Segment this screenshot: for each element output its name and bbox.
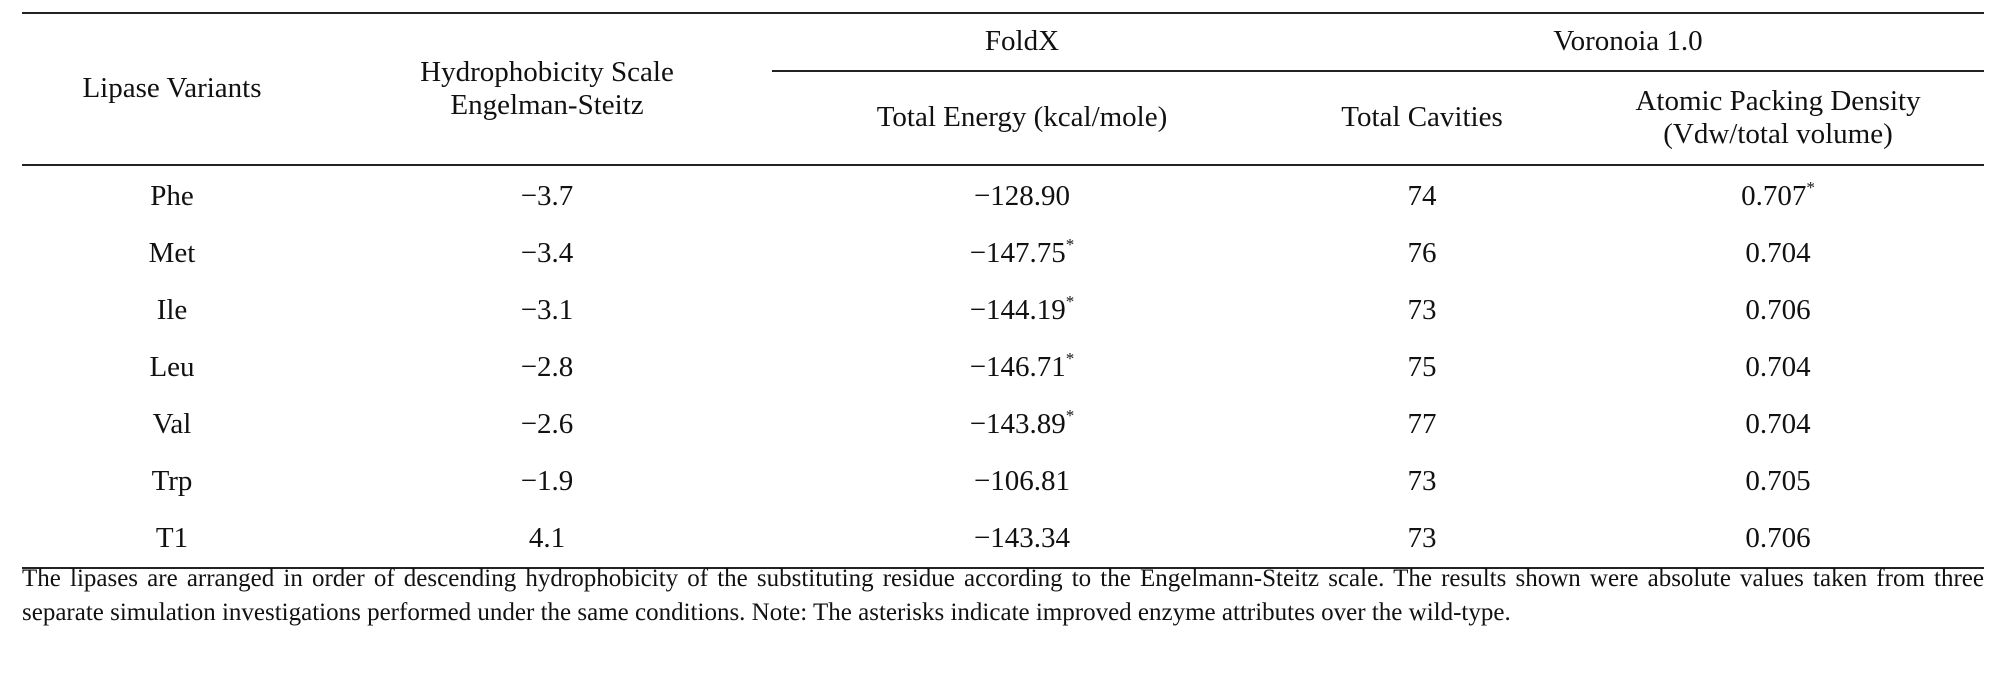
density-value: 0.706 — [1745, 293, 1811, 326]
table-row: T1 4.1 −143.34 73 0.706 — [22, 510, 1985, 569]
energy-value: −146.71 — [969, 350, 1066, 383]
cell-packing-density: 0.707* — [1572, 165, 1984, 225]
table-row: Met −3.4 −147.75* 76 0.704 — [22, 225, 1984, 282]
cell-packing-density: 0.706 — [1572, 510, 1985, 569]
energy-value: −143.89 — [969, 407, 1066, 440]
density-value: 0.704 — [1745, 236, 1811, 269]
cell-total-energy: −147.75* — [772, 225, 1272, 282]
cell-variant: Val — [152, 407, 192, 440]
table-row: Phe −3.7 −128.90 74 0.707* — [22, 165, 1984, 225]
table-row: Leu −2.8 −146.71* 75 0.704 — [22, 339, 1984, 396]
cell-hydrophobicity: −1.9 — [520, 464, 574, 497]
cell-total-cavities: 73 — [1407, 464, 1437, 497]
cell-total-energy: −106.81 — [772, 453, 1272, 510]
header-foldx: FoldX — [772, 12, 1272, 72]
cell-hydrophobicity: −3.7 — [520, 179, 574, 212]
cell-total-cavities: 73 — [1272, 510, 1572, 569]
cell-hydrophobicity: −3.1 — [520, 293, 574, 326]
header-lipase-variants: Lipase Variants — [22, 12, 322, 166]
header-total-energy: Total Energy (kcal/mole) — [772, 71, 1272, 166]
cell-packing-density: 0.706 — [1572, 282, 1984, 339]
table-header: Lipase Variants Hydrophobicity Scale Eng… — [22, 12, 1985, 166]
cell-variant: Ile — [156, 293, 188, 326]
cell-total-cavities: 77 — [1407, 407, 1437, 440]
density-value: 0.706 — [1745, 521, 1811, 554]
results-table-container: Lipase Variants Hydrophobicity Scale Eng… — [22, 12, 1985, 569]
cell-packing-density: 0.704 — [1572, 339, 1984, 396]
energy-asterisk: * — [1065, 405, 1075, 425]
cell-hydrophobicity: 4.1 — [322, 510, 772, 569]
table-row: Trp −1.9 −106.81 73 0.705 — [22, 453, 1984, 510]
cell-total-cavities: 76 — [1407, 236, 1437, 269]
cell-total-energy: −128.90 — [772, 165, 1272, 225]
energy-asterisk: * — [1065, 234, 1075, 254]
energy-value: −144.19 — [969, 293, 1066, 326]
density-value: 0.707 — [1741, 179, 1807, 212]
energy-value: −106.81 — [973, 464, 1071, 497]
cell-variant: Phe — [150, 179, 194, 212]
density-value: 0.704 — [1745, 407, 1811, 440]
cell-hydrophobicity: −3.4 — [520, 236, 574, 269]
header-hydrophobicity-scale: Hydrophobicity Scale Engelman-Steitz — [322, 12, 772, 166]
cell-variant: Leu — [149, 350, 195, 383]
cell-packing-density: 0.704 — [1572, 225, 1984, 282]
cell-hydrophobicity: −2.6 — [520, 407, 574, 440]
header-packing-density-line1: Atomic Packing Density — [1635, 84, 1921, 117]
energy-value: −147.75 — [969, 236, 1066, 269]
cell-total-energy: −143.34 — [772, 510, 1272, 569]
table-row: Ile −3.1 −144.19* 73 0.706 — [22, 282, 1984, 339]
cell-variant: Trp — [151, 464, 193, 497]
cell-total-energy: −146.71* — [772, 339, 1272, 396]
cell-hydrophobicity: −2.8 — [520, 350, 574, 383]
cell-total-energy: −143.89* — [772, 396, 1272, 453]
header-packing-density-line2: (Vdw/total volume) — [1663, 118, 1893, 150]
cell-variant: T1 — [22, 510, 322, 569]
density-asterisk: * — [1806, 177, 1815, 197]
cell-packing-density: 0.705 — [1572, 453, 1984, 510]
cell-variant: Met — [148, 236, 196, 269]
energy-value: −128.90 — [973, 179, 1071, 212]
table-body: Phe −3.7 −128.90 74 0.707* Met −3.4 −147… — [22, 165, 1985, 569]
cell-total-cavities: 75 — [1407, 350, 1437, 383]
cell-packing-density: 0.704 — [1572, 396, 1984, 453]
header-atomic-packing-density: Atomic Packing Density (Vdw/total volume… — [1572, 71, 1985, 166]
table-footnote: The lipases are arranged in order of des… — [22, 565, 1984, 626]
energy-asterisk: * — [1065, 291, 1075, 311]
density-value: 0.705 — [1745, 464, 1811, 497]
energy-value: −143.34 — [973, 521, 1071, 554]
header-voronoia: Voronoia 1.0 — [1272, 12, 1985, 72]
energy-asterisk: * — [1065, 348, 1075, 368]
cell-total-cavities: 73 — [1407, 293, 1437, 326]
header-total-cavities: Total Cavities — [1272, 71, 1572, 166]
table-row: Val −2.6 −143.89* 77 0.704 — [22, 396, 1984, 453]
density-value: 0.704 — [1745, 350, 1811, 383]
results-table: Lipase Variants Hydrophobicity Scale Eng… — [22, 12, 1985, 569]
cell-total-energy: −144.19* — [772, 282, 1272, 339]
cell-total-cavities: 74 — [1407, 179, 1437, 212]
